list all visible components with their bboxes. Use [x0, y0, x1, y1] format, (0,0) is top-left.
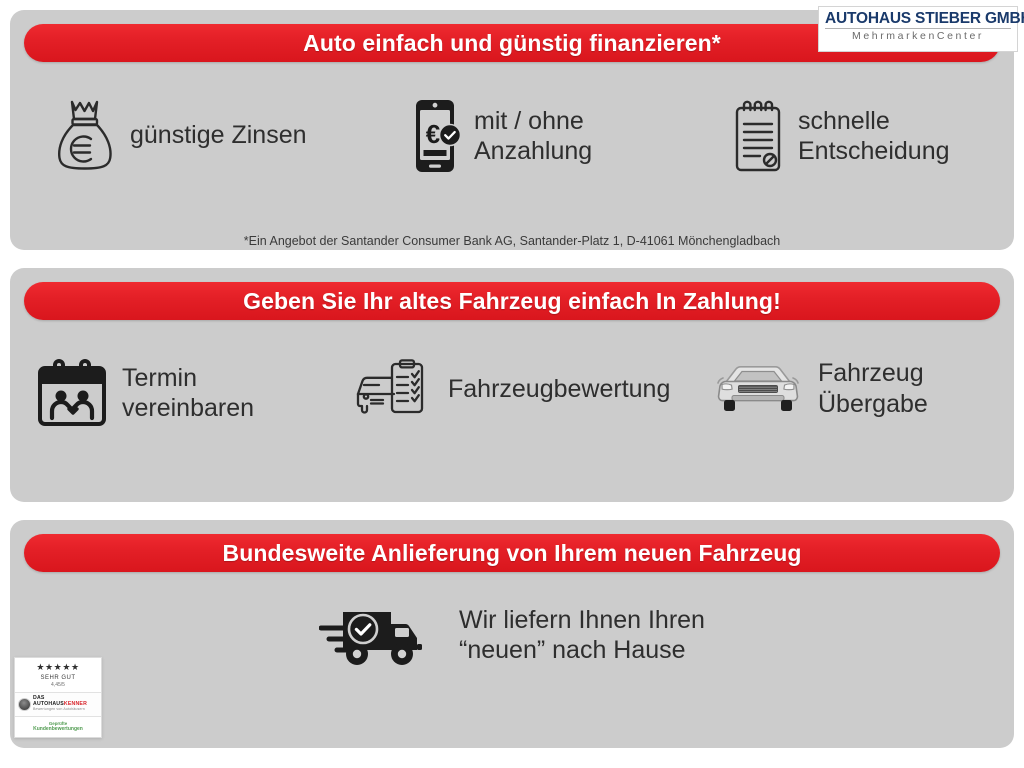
- delivery-features-row: Wir liefern Ihnen Ihren “neuen” nach Hau…: [10, 602, 1014, 668]
- calendar-appointment-icon: [36, 358, 108, 428]
- feature-fahrzeug-uebergabe: Fahrzeug Übergabe: [712, 358, 982, 419]
- feature-hauslieferung: Wir liefern Ihnen Ihren “neuen” nach Hau…: [319, 602, 705, 668]
- tradein-features-row: Termin vereinbaren: [10, 358, 1014, 428]
- feature-label-schnelle-entscheidung: schnelle Entscheidung: [798, 106, 950, 166]
- company-logo-subtitle: MehrmarkenCenter: [851, 30, 985, 43]
- rating-footer: Geprüfte Kundenbewertungen: [15, 717, 101, 737]
- feature-guenstige-zinsen: günstige Zinsen: [54, 98, 414, 172]
- logo-divider: [825, 28, 1011, 30]
- delivery-card: Bundesweite Anlieferung von Ihrem neuen …: [10, 520, 1014, 748]
- tradein-banner: Geben Sie Ihr altes Fahrzeug einfach In …: [24, 282, 1000, 320]
- feature-termin-vereinbaren: Termin vereinbaren: [36, 358, 354, 428]
- rating-score-value: 4,45/5: [51, 682, 65, 688]
- feature-label-anzahlung: mit / ohne Anzahlung: [474, 106, 593, 166]
- feature-fahrzeugbewertung: Fahrzeugbewertung: [354, 358, 702, 420]
- feature-schnelle-entscheidung: schnelle Entscheidung: [732, 98, 994, 174]
- rating-brand-main-word: AUTOHAUS: [33, 700, 64, 707]
- car-checklist-icon: [354, 358, 434, 420]
- tradein-banner-text: Geben Sie Ihr altes Fahrzeug einfach In …: [243, 287, 781, 314]
- rating-brand-prefix: DAS: [33, 695, 45, 701]
- rating-brand-name: DAS AUTOHAUSKENNER: [33, 695, 87, 707]
- finance-features-row: günstige Zinsen € mit / ohne Anzah: [10, 98, 1014, 174]
- rating-grade-label: SEHR GUT: [40, 675, 76, 681]
- finance-banner-text: Auto einfach und günstig finanzieren*: [303, 29, 721, 56]
- feature-label-guenstige-zinsen: günstige Zinsen: [130, 120, 307, 149]
- delivery-truck-check-icon: [319, 602, 437, 668]
- delivery-banner-text: Bundesweite Anlieferung von Ihrem neuen …: [222, 539, 802, 566]
- finance-footnote: *Ein Angebot der Santander Consumer Bank…: [243, 234, 781, 248]
- smartphone-euro-check-icon: €: [414, 98, 460, 174]
- feature-label-fahrzeug-uebergabe: Fahrzeug Übergabe: [818, 359, 928, 418]
- clipboard-notepad-icon: [732, 98, 784, 174]
- rating-brand-text: DAS AUTOHAUSKENNER Bewertungen von Autoh…: [33, 695, 98, 713]
- tradein-card: Geben Sie Ihr altes Fahrzeug einfach In …: [10, 268, 1014, 502]
- rating-footer-line1: Geprüfte: [48, 720, 68, 726]
- ratings-badge-widget[interactable]: ★★★★★ SEHR GUT 4,45/5 DAS AUTOHAUSKENNER…: [14, 657, 102, 739]
- company-logo-title: AUTOHAUS STIEBER GMBH: [825, 10, 1024, 27]
- rating-brand-accent-word: KENNER: [63, 700, 88, 707]
- feature-label-fahrzeugbewertung: Fahrzeugbewertung: [448, 374, 671, 403]
- car-front-icon: [712, 360, 804, 418]
- rating-brand-bar: DAS AUTOHAUSKENNER Bewertungen von Autoh…: [15, 692, 101, 717]
- money-bag-euro-icon: [54, 98, 116, 172]
- feature-anzahlung: € mit / ohne Anzahlung: [414, 98, 714, 174]
- rating-stars: ★★★★★: [36, 662, 80, 672]
- feature-label-hauslieferung: Wir liefern Ihnen Ihren “neuen” nach Hau…: [459, 605, 705, 665]
- rating-brand-subtitle: Bewertungen von Autohäusern: [33, 707, 85, 712]
- feature-label-termin-vereinbaren: Termin vereinbaren: [122, 363, 255, 423]
- rating-avatar: [18, 697, 31, 711]
- svg-text:€: €: [426, 119, 440, 149]
- rating-footer-line2: Kundenbewertungen: [33, 726, 83, 733]
- company-logo[interactable]: AUTOHAUS STIEBER GMBH MehrmarkenCenter: [818, 6, 1024, 52]
- delivery-banner: Bundesweite Anlieferung von Ihrem neuen …: [24, 534, 1000, 572]
